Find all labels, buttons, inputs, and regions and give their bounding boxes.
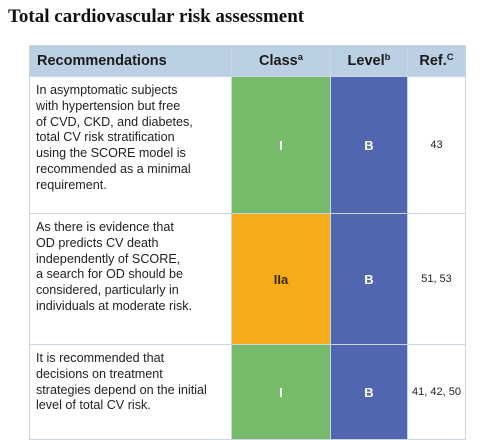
header-ref: Ref.C xyxy=(407,45,466,77)
recommendations-table: Recommendations Classa Levelb Ref.C In a… xyxy=(29,45,466,440)
recommendation-line: level of total CV risk. xyxy=(36,398,151,413)
ref-cell: 43 xyxy=(407,76,466,214)
level-cell: B xyxy=(330,344,408,440)
recommendation-line: considered, particularly in xyxy=(36,283,179,298)
header-ref-label: Ref. xyxy=(419,53,447,69)
class-cell: I xyxy=(231,344,331,440)
table-row: In asymptomatic subjects with hypertensi… xyxy=(29,76,466,214)
level-cell: B xyxy=(330,213,408,345)
recommendation-text: In asymptomatic subjects with hypertensi… xyxy=(29,76,232,214)
recommendation-line: of CVD, CKD, and diabetes, xyxy=(36,114,193,129)
recommendation-line: using the SCORE model is xyxy=(36,146,186,161)
ref-cell: 51, 53 xyxy=(407,213,466,345)
recommendation-line: a search for OD should be xyxy=(36,267,184,282)
header-level-label: Level xyxy=(347,53,385,69)
header-class-footnote: a xyxy=(297,52,303,63)
recommendation-line: with hypertension but free xyxy=(36,98,181,113)
header-ref-footnote: C xyxy=(446,52,454,63)
header-class: Classa xyxy=(231,45,331,77)
table-row: It is recommended that decisions on trea… xyxy=(29,344,466,440)
recommendation-line: As there is evidence that xyxy=(36,220,174,234)
recommendation-text: It is recommended that decisions on trea… xyxy=(29,344,232,440)
header-class-label: Class xyxy=(259,53,298,69)
recommendation-line: independently of SCORE, xyxy=(36,251,181,266)
header-level: Levelb xyxy=(330,45,408,77)
recommendation-line: individuals at moderate risk. xyxy=(36,298,193,313)
recommendation-line: requirement. xyxy=(36,177,107,192)
recommendation-text: As there is evidence that OD predicts CV… xyxy=(29,213,232,345)
recommendation-line: It is recommended that xyxy=(36,351,165,365)
level-cell: B xyxy=(330,76,408,214)
header-level-footnote: b xyxy=(384,52,391,63)
table-row: As there is evidence that OD predicts CV… xyxy=(29,213,466,345)
recommendation-line: In asymptomatic subjects xyxy=(36,83,178,97)
recommendation-line: OD predicts CV death xyxy=(36,235,159,250)
recommendation-line: total CV risk stratification xyxy=(36,130,175,145)
recommendation-line: decisions on treatment xyxy=(36,366,163,381)
recommendation-line: strategies depend on the initial xyxy=(36,382,207,397)
ref-cell: 41, 42, 50 xyxy=(407,344,466,440)
class-cell: I xyxy=(231,76,331,214)
page-title: Total cardiovascular risk assessment xyxy=(8,6,305,27)
table-header-row: Recommendations Classa Levelb Ref.C xyxy=(29,45,466,77)
header-recommendations: Recommendations xyxy=(29,45,232,77)
class-cell: IIa xyxy=(231,213,331,345)
recommendation-line: recommended as a minimal xyxy=(36,161,191,176)
